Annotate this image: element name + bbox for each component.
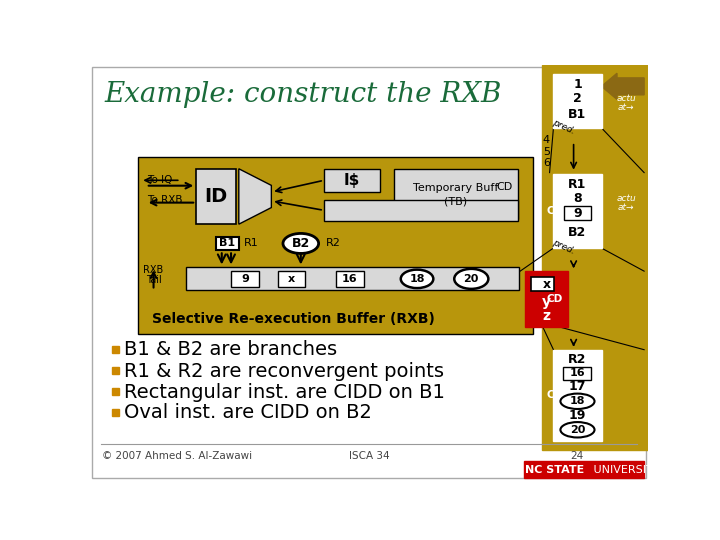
Text: B1: B1 <box>219 239 235 248</box>
Bar <box>394 168 518 219</box>
Text: CD: CD <box>496 181 513 192</box>
Text: y: y <box>542 295 551 309</box>
Bar <box>564 206 590 220</box>
Bar <box>186 267 519 291</box>
Ellipse shape <box>560 394 595 409</box>
Ellipse shape <box>560 422 595 437</box>
Text: R1: R1 <box>568 178 587 191</box>
Text: 9: 9 <box>241 274 249 284</box>
Text: CI: CI <box>546 390 558 400</box>
Text: I$: I$ <box>344 173 360 188</box>
Text: 1: 1 <box>573 78 582 91</box>
Text: ID: ID <box>204 187 228 206</box>
Bar <box>112 367 119 374</box>
Polygon shape <box>239 168 271 224</box>
Text: x: x <box>542 278 551 291</box>
Text: R2: R2 <box>325 239 341 248</box>
Bar <box>324 200 518 221</box>
Text: 24: 24 <box>570 451 584 461</box>
Text: Selective Re-execution Buffer (RXB): Selective Re-execution Buffer (RXB) <box>152 312 434 326</box>
Bar <box>525 271 568 327</box>
Bar <box>524 461 644 478</box>
Text: B1 & B2 are branches: B1 & B2 are branches <box>124 340 337 359</box>
Bar <box>231 271 259 287</box>
Text: B2: B2 <box>292 237 310 250</box>
Ellipse shape <box>454 269 488 289</box>
Text: 18: 18 <box>570 396 585 406</box>
Text: 19: 19 <box>569 409 586 422</box>
Text: 18: 18 <box>409 274 425 284</box>
Text: Rectangular inst. are CIDD on B1: Rectangular inst. are CIDD on B1 <box>124 382 445 402</box>
Bar <box>563 367 591 380</box>
Bar <box>277 271 305 287</box>
Bar <box>112 346 119 353</box>
Text: Oval inst. are CIDD on B2: Oval inst. are CIDD on B2 <box>124 403 372 422</box>
Text: 16: 16 <box>342 274 357 284</box>
Text: CD: CD <box>546 294 563 304</box>
Text: UNIVERSITY: UNIVERSITY <box>590 465 660 475</box>
Bar <box>531 278 554 291</box>
Bar <box>112 388 119 395</box>
Bar <box>196 168 236 224</box>
Text: actu: actu <box>616 94 636 103</box>
Text: Example: construct the RXB: Example: construct the RXB <box>104 80 501 107</box>
Text: R1: R1 <box>243 239 258 248</box>
Text: (TB): (TB) <box>444 197 467 206</box>
Text: Tail: Tail <box>145 275 161 285</box>
Bar <box>554 174 601 248</box>
Text: 6: 6 <box>543 158 550 168</box>
Ellipse shape <box>401 269 433 288</box>
Text: ISCA 34: ISCA 34 <box>348 451 390 461</box>
Text: pred.: pred. <box>551 118 576 136</box>
Text: pred.: pred. <box>551 238 576 256</box>
Text: To RXB: To RXB <box>148 194 183 205</box>
Bar <box>554 74 601 128</box>
Text: B2: B2 <box>568 226 587 239</box>
Bar <box>138 157 534 334</box>
Text: NC STATE: NC STATE <box>526 465 585 475</box>
Ellipse shape <box>283 233 319 253</box>
Text: 17: 17 <box>569 380 586 393</box>
Text: RXB: RXB <box>143 266 163 275</box>
Bar <box>336 271 364 287</box>
Text: z: z <box>542 309 551 323</box>
Text: 20: 20 <box>464 274 479 284</box>
Bar <box>112 409 119 416</box>
FancyArrow shape <box>601 73 644 99</box>
Bar <box>215 237 239 251</box>
Text: at→: at→ <box>618 103 634 112</box>
Text: CI: CI <box>546 206 558 216</box>
Text: © 2007 Ahmed S. Al-Zawawi: © 2007 Ahmed S. Al-Zawawi <box>102 451 252 461</box>
Text: R2: R2 <box>568 353 587 366</box>
Text: To IQ: To IQ <box>148 176 173 185</box>
Text: Temporary Buff: Temporary Buff <box>413 183 498 193</box>
Bar <box>542 65 648 450</box>
Text: B1: B1 <box>568 107 587 120</box>
Text: 20: 20 <box>570 425 585 435</box>
Text: 4: 4 <box>543 135 550 145</box>
Text: at→: at→ <box>618 204 634 212</box>
Text: 8: 8 <box>573 192 582 205</box>
Text: 16: 16 <box>570 368 585 378</box>
Text: 9: 9 <box>573 207 582 220</box>
Text: R1 & R2 are reconvergent points: R1 & R2 are reconvergent points <box>124 362 444 381</box>
Text: actu: actu <box>616 194 636 203</box>
Text: 2: 2 <box>573 92 582 105</box>
Bar <box>324 168 380 192</box>
Text: 5: 5 <box>543 147 550 157</box>
Bar <box>554 350 601 441</box>
Text: x: x <box>288 274 295 284</box>
